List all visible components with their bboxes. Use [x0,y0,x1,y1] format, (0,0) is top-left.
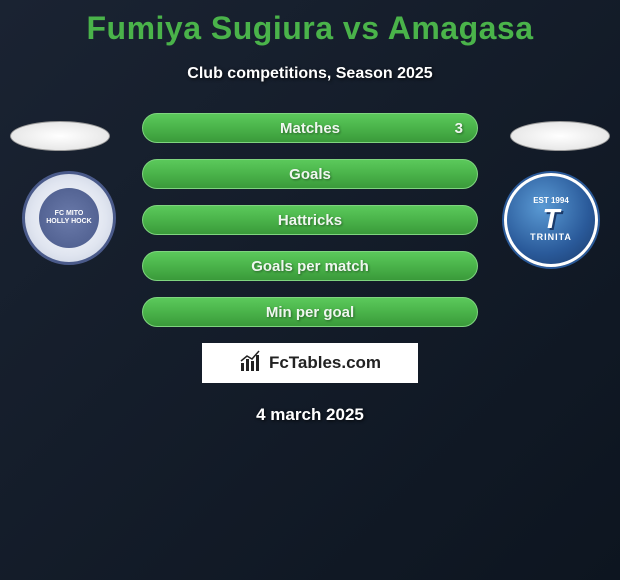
comparison-area: FC MITO HOLLY HOCK EST 1994 T TRINITA Ma… [0,113,620,425]
stat-row-hattricks: Hattricks [142,205,478,235]
stat-rows: Matches 3 Goals Hattricks Goals per matc… [142,113,478,327]
stat-row-goals-per-match: Goals per match [142,251,478,281]
stat-label: Matches [280,120,340,137]
player1-avatar-placeholder [10,121,110,151]
stat-label: Hattricks [278,212,342,229]
watermark: FcTables.com [202,343,418,383]
stat-value-right: 3 [455,120,463,137]
date-text: 4 march 2025 [0,405,620,425]
stat-label: Goals per match [251,258,369,275]
stat-row-goals: Goals [142,159,478,189]
subtitle: Club competitions, Season 2025 [0,65,620,83]
team2-main-glyph: T [542,208,559,230]
player2-avatar-placeholder [510,121,610,151]
team1-badge-text: FC MITO HOLLY HOCK [39,188,99,248]
watermark-text: FcTables.com [269,353,381,373]
team2-sub-text: TRINITA [530,233,572,243]
chart-icon [239,349,263,378]
stat-label: Min per goal [266,304,354,321]
team2-badge: EST 1994 T TRINITA [504,173,598,267]
team1-badge: FC MITO HOLLY HOCK [22,171,116,265]
page-title: Fumiya Sugiura vs Amagasa [0,0,620,47]
stat-label: Goals [289,166,331,183]
stat-row-matches: Matches 3 [142,113,478,143]
stat-row-min-per-goal: Min per goal [142,297,478,327]
